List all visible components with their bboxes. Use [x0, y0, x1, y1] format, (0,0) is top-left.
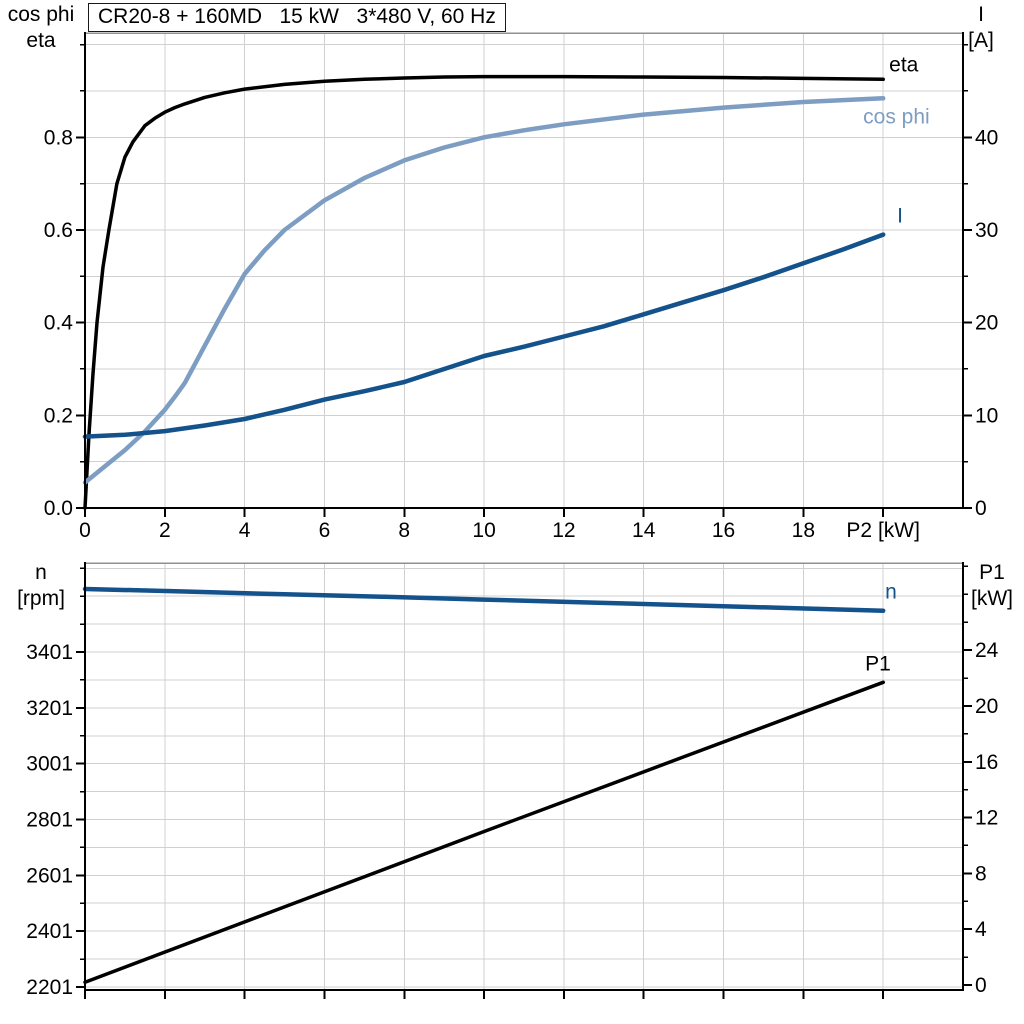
right-tick-label: 0 [975, 497, 987, 520]
x-tick-label: 8 [398, 519, 410, 542]
right-tick-label: 16 [975, 751, 998, 774]
bottom-right-axis-label: P1 [kW] [964, 560, 1020, 612]
bottom-left-axis-label: n [rpm] [4, 560, 78, 612]
chart-title-box: CR20-8 + 160MD 15 kW 3*480 V, 60 Hz [88, 3, 506, 32]
right-tick-label: 20 [975, 312, 998, 335]
left-tick-label: 3401 [26, 641, 73, 664]
pump-motor-curves-chart: eta cos phi I 0.0 0.2 0.4 0.6 0.8 0 10 20 30 40 0 2 4 6 8… [44, 32, 998, 542]
x-tick-label: P2 [kW] [846, 519, 920, 542]
axis-label-eta: eta [26, 29, 56, 52]
left-tick-label: 2801 [26, 808, 73, 831]
right-tick-label: 40 [975, 126, 998, 149]
right-tick-label: 8 [975, 862, 987, 885]
left-tick-label: 0.2 [44, 404, 73, 427]
x-tick-label: 14 [632, 519, 656, 542]
curve-i [82, 232, 886, 439]
left-tick-label: 0.4 [44, 312, 74, 335]
left-tick-label: 2401 [26, 920, 73, 943]
left-tick-label: 2201 [26, 976, 73, 999]
gridlines [85, 33, 963, 508]
gridlines [85, 563, 963, 990]
axis-label-speed: n [35, 561, 47, 584]
left-tick-label: 0.8 [44, 126, 73, 149]
right-tick-label: 24 [975, 639, 999, 662]
curve-n [82, 586, 886, 613]
curve-label-cos-phi: cos phi [863, 105, 930, 128]
axis-label-input-power-unit: [kW] [971, 587, 1013, 610]
curve-eta [83, 74, 885, 510]
x-tick-label: 18 [792, 519, 815, 542]
x-tick-label: 6 [319, 519, 331, 542]
curve-label-p1: P1 [865, 652, 891, 675]
speed-input-power-chart: n P1 2201 2401 2601 2801 3001 3201 3401 0 4 8 12 16 20… [26, 562, 999, 999]
top-left-axis-label: cos phi eta [2, 2, 80, 54]
right-tick-label: 10 [975, 404, 998, 427]
right-tick-label: 4 [975, 918, 987, 941]
axis-label-cos-phi: cos phi [7, 3, 75, 26]
left-tick-label: 3001 [26, 753, 73, 776]
right-tick-label: 12 [975, 807, 998, 830]
right-tick-label: 30 [975, 219, 998, 242]
top-right-axis-label: I [A] [956, 2, 1006, 54]
axis-label-speed-unit: [rpm] [17, 587, 65, 610]
curve-p1 [83, 680, 885, 984]
left-tick-label: 2601 [26, 864, 73, 887]
left-tick-label: 0.6 [44, 219, 73, 242]
x-tick-label: 4 [239, 519, 251, 542]
x-tick-label: 10 [472, 519, 495, 542]
axis-label-current: I [978, 3, 984, 26]
x-tick-label: 2 [159, 519, 171, 542]
right-tick-label: 0 [975, 974, 987, 997]
curve-cos-phi [82, 96, 886, 485]
curve-label-eta: eta [889, 53, 919, 76]
axis-label-current-unit: [A] [968, 29, 994, 52]
x-tick-label: 12 [552, 519, 575, 542]
axis-label-input-power: P1 [979, 561, 1005, 584]
right-tick-label: 20 [975, 695, 998, 718]
curve-label-i: I [897, 205, 903, 228]
x-tick-label: 0 [79, 519, 91, 542]
left-tick-label: 3201 [26, 697, 73, 720]
curve-label-n: n [885, 581, 897, 604]
left-tick-label: 0.0 [44, 497, 73, 520]
x-tick-label: 16 [712, 519, 735, 542]
